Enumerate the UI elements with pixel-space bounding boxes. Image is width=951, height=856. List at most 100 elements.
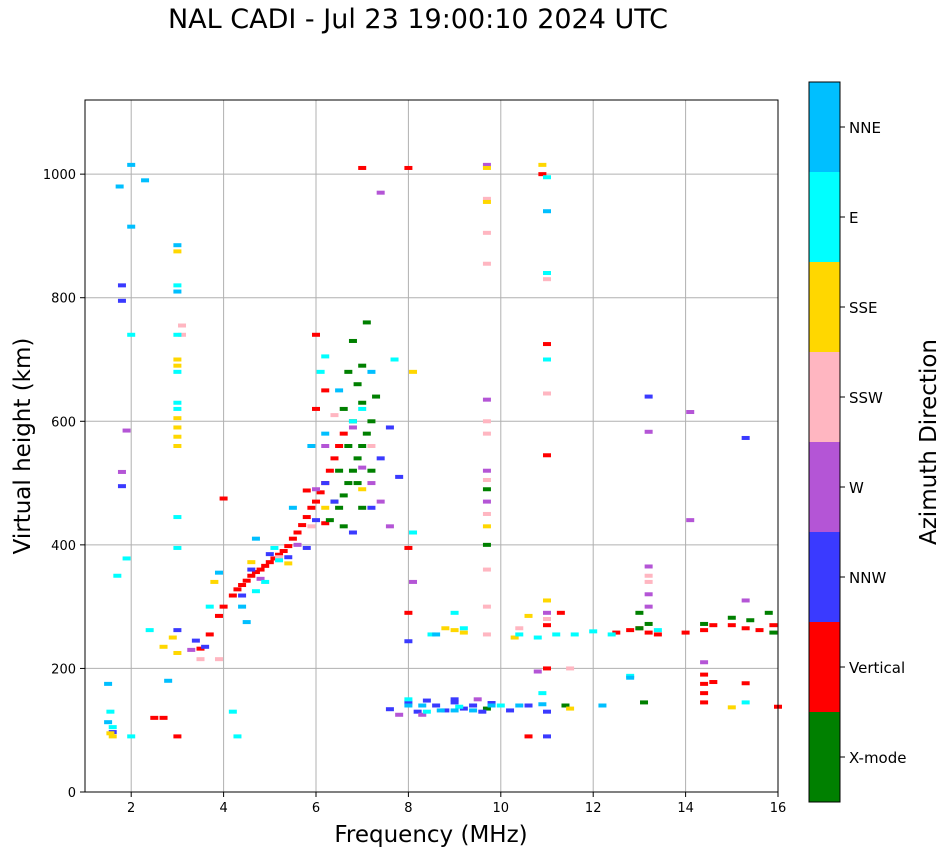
data-point-nnw (469, 703, 478, 708)
data-point-vertical (700, 691, 709, 696)
data-point-vertical (251, 570, 260, 575)
data-point-nne (598, 703, 607, 708)
data-point-e (127, 332, 136, 337)
data-point-nnw (441, 708, 450, 713)
data-point-w (533, 669, 542, 674)
data-point-vertical (321, 388, 330, 393)
y-tick-label: 1000 (43, 168, 76, 183)
data-point-ssw (196, 657, 205, 662)
y-tick-label: 800 (51, 292, 76, 307)
colorbar-swatch (809, 442, 840, 532)
data-point-e (404, 697, 413, 702)
data-point-e (233, 734, 242, 739)
data-point-w (409, 579, 418, 584)
data-point-w (122, 428, 131, 433)
data-point-x-mode (367, 419, 376, 424)
data-point-w (312, 487, 320, 492)
data-point-vertical (524, 734, 533, 739)
data-point-e (316, 369, 325, 374)
data-point-vertical (741, 626, 750, 631)
data-point-x-mode (339, 524, 348, 529)
data-point-vertical (543, 666, 551, 671)
data-point-sse (284, 561, 293, 566)
data-point-ssw (178, 332, 187, 337)
data-point-nne (335, 388, 344, 393)
data-point-x-mode (700, 621, 709, 626)
colorbar-swatch (809, 172, 840, 262)
data-point-x-mode (335, 505, 344, 510)
data-point-nnw (506, 708, 515, 713)
data-point-sse (168, 635, 177, 640)
data-point-nnw (385, 707, 394, 712)
data-point-e (552, 632, 561, 637)
data-point-nne (418, 703, 427, 708)
data-point-w (367, 481, 376, 486)
data-point-vertical (205, 632, 214, 637)
data-point-vertical (242, 578, 251, 583)
colorbar-tick-label: SSE (849, 299, 878, 317)
data-point-e (270, 545, 279, 550)
data-point-ssw (543, 617, 551, 621)
data-point-nne (104, 681, 113, 686)
data-point-nne (214, 570, 223, 575)
data-point-vertical (404, 545, 413, 550)
data-point-x-mode (769, 630, 778, 635)
colorbar-tick-label: X-mode (849, 749, 906, 767)
data-point-w (644, 604, 653, 609)
x-tick-label: 16 (770, 801, 787, 816)
data-point-vertical (769, 623, 778, 628)
data-point-e (543, 357, 551, 362)
data-point-nnw (117, 484, 126, 489)
data-point-nnw (741, 435, 750, 440)
data-point-nnw (312, 518, 320, 523)
data-point-nne (450, 708, 459, 713)
data-point-nne (104, 720, 113, 725)
data-point-nne (288, 505, 297, 510)
data-point-e (390, 357, 399, 362)
data-point-vertical (700, 700, 709, 705)
x-axis: 2 4 6 8 10 12 14 16 (127, 792, 786, 816)
colorbar-swatch (809, 352, 840, 442)
data-point-e (127, 734, 136, 739)
data-point-sse (173, 416, 182, 421)
data-point-x-mode (727, 615, 736, 620)
data-point-vertical (312, 406, 320, 411)
data-point-w (358, 465, 367, 470)
data-point-ssw (330, 413, 339, 418)
data-point-sse (173, 357, 182, 362)
data-point-x-mode (358, 400, 367, 405)
data-point-sse (727, 705, 736, 710)
data-point-nne (538, 702, 547, 707)
data-point-w (321, 444, 330, 448)
data-point-e (173, 283, 182, 288)
plot-marks (85, 100, 782, 793)
data-point-ssw (482, 419, 491, 424)
data-point-vertical (312, 499, 320, 504)
data-point-nnw (201, 644, 210, 649)
data-point-e (261, 579, 270, 584)
data-point-vertical (238, 583, 247, 588)
data-point-vertical (700, 672, 709, 677)
data-point-w (686, 518, 695, 523)
data-point-nne (127, 224, 136, 229)
data-point-e (455, 704, 464, 709)
data-point-sse (441, 626, 450, 631)
data-point-sse (106, 731, 115, 736)
data-point-w (256, 576, 265, 581)
data-point-w (543, 610, 551, 615)
data-point-e (607, 632, 616, 637)
data-point-nne (127, 162, 136, 167)
data-point-ssw (482, 632, 491, 637)
data-point-sse (409, 369, 418, 374)
data-point-x-mode (353, 382, 362, 387)
data-point-vertical (214, 613, 223, 618)
data-point-vertical (741, 681, 750, 686)
data-point-ssw (515, 626, 524, 631)
colorbar-swatch (809, 532, 840, 622)
data-point-nnw (247, 567, 256, 572)
data-point-ssw (214, 657, 223, 662)
data-point-nnw (395, 474, 404, 479)
data-point-nnw (173, 628, 182, 633)
data-point-w (385, 524, 394, 529)
